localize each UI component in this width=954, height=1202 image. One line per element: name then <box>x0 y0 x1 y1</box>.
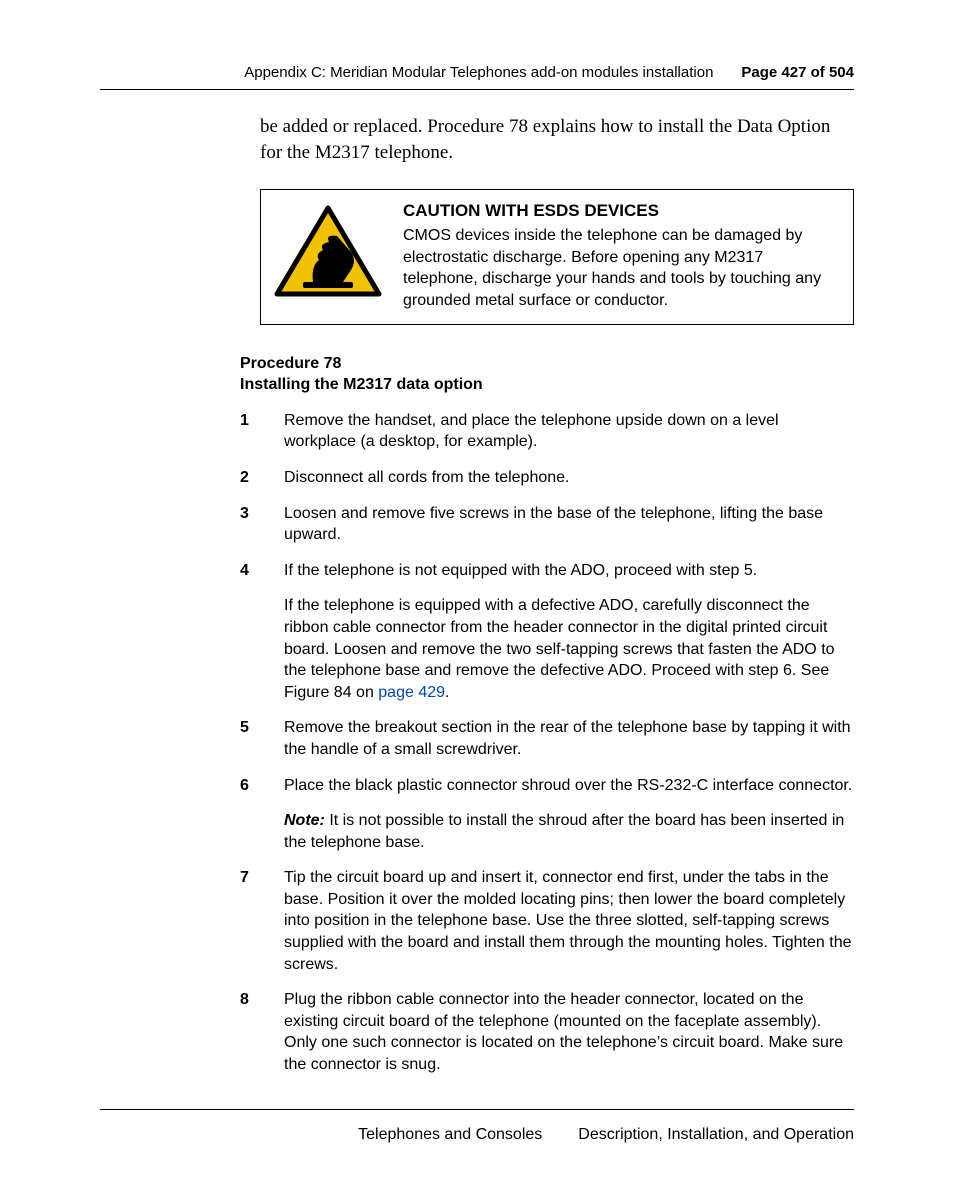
page-footer: Telephones and Consoles Description, Ins… <box>100 1126 854 1144</box>
page-link[interactable]: page 429 <box>378 684 445 701</box>
step-number: 4 <box>240 560 260 704</box>
step-number: 2 <box>240 467 260 489</box>
page-header: Appendix C: Meridian Modular Telephones … <box>100 64 854 81</box>
procedure-number: Procedure 78 <box>240 353 854 375</box>
header-rule <box>100 89 854 90</box>
step-paragraph: Remove the breakout section in the rear … <box>284 717 854 760</box>
step-paragraph: Loosen and remove five screws in the bas… <box>284 503 854 546</box>
step-number: 1 <box>240 410 260 453</box>
step-body: If the telephone is not equipped with th… <box>284 560 854 704</box>
procedure-heading: Procedure 78 Installing the M2317 data o… <box>240 353 854 396</box>
step: 3Loosen and remove five screws in the ba… <box>260 503 854 546</box>
step-body: Disconnect all cords from the telephone. <box>284 467 854 489</box>
step: 4If the telephone is not equipped with t… <box>260 560 854 704</box>
step-number: 6 <box>240 775 260 854</box>
step-body: Place the black plastic connector shroud… <box>284 775 854 854</box>
step-paragraph: Place the black plastic connector shroud… <box>284 775 854 797</box>
step-body: Plug the ribbon cable connector into the… <box>284 989 854 1075</box>
step-body: Tip the circuit board up and insert it, … <box>284 867 854 975</box>
step-body: Loosen and remove five screws in the bas… <box>284 503 854 546</box>
step-paragraph: Note: It is not possible to install the … <box>284 810 854 853</box>
step: 7Tip the circuit board up and insert it,… <box>260 867 854 975</box>
esd-caution-icon <box>273 204 383 300</box>
footer-rule <box>100 1109 854 1110</box>
header-page-label: Page 427 of 504 <box>741 64 854 81</box>
footer-right: Description, Installation, and Operation <box>578 1126 854 1144</box>
content-column: be added or replaced. Procedure 78 expla… <box>260 114 854 1076</box>
step: 1Remove the handset, and place the telep… <box>260 410 854 453</box>
step-number: 7 <box>240 867 260 975</box>
step-number: 5 <box>240 717 260 760</box>
caution-box: CAUTION WITH ESDS DEVICES CMOS devices i… <box>260 189 854 324</box>
intro-paragraph: be added or replaced. Procedure 78 expla… <box>260 114 854 165</box>
caution-title: CAUTION WITH ESDS DEVICES <box>403 200 837 223</box>
step-paragraph: If the telephone is not equipped with th… <box>284 560 854 582</box>
procedure-title: Installing the M2317 data option <box>240 374 854 396</box>
caution-icon-wrap <box>273 200 383 300</box>
step: 8Plug the ribbon cable connector into th… <box>260 989 854 1075</box>
step-body: Remove the breakout section in the rear … <box>284 717 854 760</box>
step-paragraph: If the telephone is equipped with a defe… <box>284 595 854 703</box>
step-body: Remove the handset, and place the teleph… <box>284 410 854 453</box>
steps-list: 1Remove the handset, and place the telep… <box>260 410 854 1076</box>
note-label: Note: <box>284 812 325 829</box>
header-section: Appendix C: Meridian Modular Telephones … <box>244 64 713 81</box>
footer-left: Telephones and Consoles <box>358 1126 542 1144</box>
step-number: 3 <box>240 503 260 546</box>
step: 5Remove the breakout section in the rear… <box>260 717 854 760</box>
caution-text: CAUTION WITH ESDS DEVICES CMOS devices i… <box>403 200 837 311</box>
page: Appendix C: Meridian Modular Telephones … <box>0 0 954 1202</box>
step-paragraph: Disconnect all cords from the telephone. <box>284 467 854 489</box>
step: 2Disconnect all cords from the telephone… <box>260 467 854 489</box>
step-paragraph: Plug the ribbon cable connector into the… <box>284 989 854 1075</box>
step-paragraph: Tip the circuit board up and insert it, … <box>284 867 854 975</box>
step: 6Place the black plastic connector shrou… <box>260 775 854 854</box>
caution-body: CMOS devices inside the telephone can be… <box>403 225 837 311</box>
step-number: 8 <box>240 989 260 1075</box>
step-paragraph: Remove the handset, and place the teleph… <box>284 410 854 453</box>
